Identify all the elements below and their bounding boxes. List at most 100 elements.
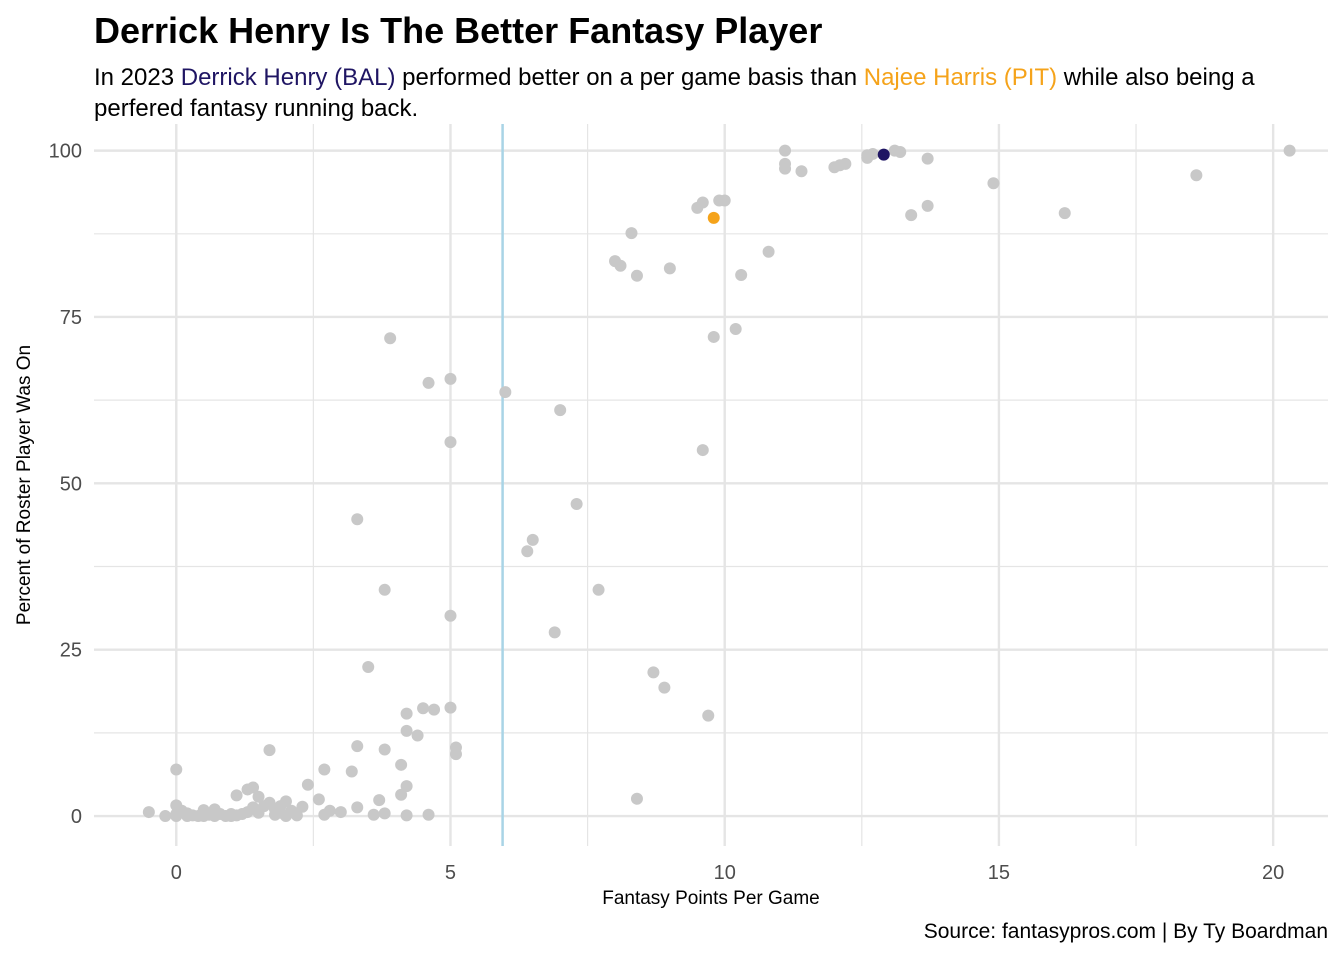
data-point (663, 262, 676, 275)
data-point (400, 809, 413, 822)
henry-point (877, 148, 890, 161)
data-point (159, 810, 172, 823)
data-point (351, 513, 364, 526)
data-point (839, 157, 852, 170)
data-point (378, 583, 391, 596)
data-point (334, 806, 347, 819)
data-points (142, 144, 1296, 823)
x-tick-label: 10 (714, 862, 736, 884)
subtitle-henry-label: Derrick Henry (BAL) (180, 64, 396, 91)
y-axis-title: Percent of Roster Player Was On (14, 345, 35, 625)
subtitle-suffix: while also being a perfered fantasy runn… (94, 64, 1255, 122)
data-point (318, 763, 331, 776)
data-point (921, 152, 934, 165)
data-point (444, 609, 457, 622)
data-point (323, 804, 336, 817)
x-tick-label: 0 (171, 862, 182, 884)
data-point (1190, 169, 1203, 182)
data-point (779, 162, 792, 175)
data-point (252, 790, 265, 803)
data-point (702, 709, 715, 722)
data-point (894, 145, 907, 158)
x-axis-title: Fantasy Points Per Game (602, 888, 820, 909)
data-point (647, 666, 660, 679)
data-point (718, 194, 731, 207)
data-point (290, 809, 303, 822)
data-point (444, 701, 457, 714)
data-point (905, 209, 918, 222)
y-tick-label: 25 (60, 640, 82, 662)
data-point (554, 404, 567, 417)
x-tick-label: 20 (1262, 862, 1284, 884)
data-point (400, 724, 413, 737)
data-point (521, 545, 534, 558)
data-point (422, 808, 435, 821)
data-point (570, 497, 583, 510)
subtitle-prefix: In 2023 (94, 64, 181, 91)
data-point (779, 144, 792, 157)
data-point (247, 781, 260, 794)
data-point (170, 763, 183, 776)
data-point (367, 808, 380, 821)
data-point (296, 800, 309, 813)
chart-caption: Source: fantasypros.com | By Ty Boardman (923, 920, 1328, 943)
data-point (351, 801, 364, 814)
data-point (735, 269, 748, 282)
subtitle-middle: performed better on a per game basis tha… (395, 64, 864, 91)
data-point (614, 259, 627, 272)
y-tick-label: 50 (60, 473, 82, 495)
data-point (384, 332, 397, 345)
data-point (696, 444, 709, 457)
y-axis-ticks: 0 25 50 75 100 (49, 141, 82, 828)
data-point (449, 748, 462, 761)
data-point (301, 778, 314, 791)
data-point (630, 269, 643, 282)
data-point (625, 227, 638, 240)
data-point (866, 147, 879, 160)
data-point (351, 740, 364, 753)
data-point (263, 744, 276, 757)
chart-title: Derrick Henry Is The Better Fantasy Play… (94, 10, 823, 51)
data-point (395, 788, 408, 801)
data-point (762, 245, 775, 258)
y-tick-label: 0 (71, 806, 82, 828)
data-point (696, 196, 709, 209)
data-point (1058, 207, 1071, 220)
data-point (987, 177, 1000, 190)
data-point (345, 765, 358, 778)
data-point (428, 703, 441, 716)
data-point (499, 386, 512, 399)
data-point (444, 436, 457, 449)
y-tick-label: 75 (60, 307, 82, 329)
data-point (630, 792, 643, 805)
data-point (373, 794, 386, 807)
chart-subtitle: In 2023 Derrick Henry (BAL) performed be… (94, 62, 1324, 124)
minor-gridlines (94, 124, 1328, 846)
data-point (921, 199, 934, 212)
data-point (411, 729, 424, 742)
data-point (444, 372, 457, 385)
data-point (400, 707, 413, 720)
highlight-points (707, 148, 890, 224)
data-point (279, 795, 292, 808)
data-point (795, 165, 808, 178)
data-point (1283, 144, 1296, 157)
x-tick-label: 5 (445, 862, 456, 884)
data-point (548, 626, 561, 639)
major-gridlines (94, 124, 1328, 846)
data-point (729, 322, 742, 335)
data-point (422, 376, 435, 389)
data-point (658, 681, 671, 694)
subtitle-harris-label: Najee Harris (PIT) (863, 64, 1058, 91)
data-point (592, 583, 605, 596)
harris-point (707, 211, 720, 224)
data-point (395, 758, 408, 771)
data-point (142, 806, 155, 819)
data-point (312, 793, 325, 806)
y-tick-label: 100 (49, 141, 82, 163)
data-point (230, 789, 243, 802)
x-axis-ticks: 0 5 10 15 20 (171, 862, 1285, 884)
data-point (378, 743, 391, 756)
x-tick-label: 15 (988, 862, 1010, 884)
